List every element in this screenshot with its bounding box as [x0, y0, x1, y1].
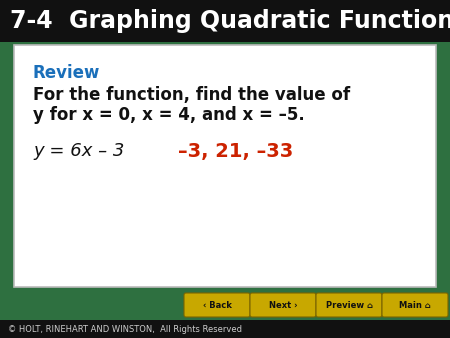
Text: y = 6x – 3: y = 6x – 3 — [33, 142, 124, 160]
Text: y for x = 0, x = 4, and x = –5.: y for x = 0, x = 4, and x = –5. — [33, 106, 305, 124]
Text: Main ⌂: Main ⌂ — [399, 300, 431, 310]
FancyBboxPatch shape — [250, 293, 316, 317]
Bar — [0, 320, 450, 338]
Text: For the function, find the value of: For the function, find the value of — [33, 86, 350, 104]
Text: ‹ Back: ‹ Back — [202, 300, 231, 310]
FancyBboxPatch shape — [316, 293, 382, 317]
FancyBboxPatch shape — [14, 45, 436, 287]
Text: Next ›: Next › — [269, 300, 297, 310]
Text: Preview ⌂: Preview ⌂ — [325, 300, 373, 310]
Text: © HOLT, RINEHART AND WINSTON,  All Rights Reserved: © HOLT, RINEHART AND WINSTON, All Rights… — [8, 324, 242, 334]
FancyBboxPatch shape — [184, 293, 250, 317]
Text: –3, 21, –33: –3, 21, –33 — [178, 142, 293, 161]
Bar — [0, 0, 450, 42]
Text: 7-4  Graphing Quadratic Functions: 7-4 Graphing Quadratic Functions — [10, 9, 450, 33]
Text: Review: Review — [33, 64, 100, 82]
FancyBboxPatch shape — [382, 293, 448, 317]
